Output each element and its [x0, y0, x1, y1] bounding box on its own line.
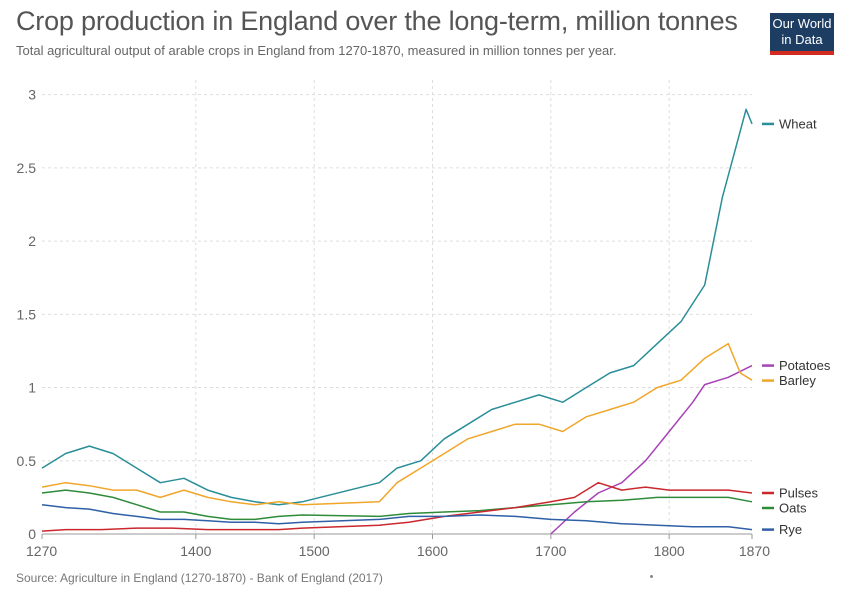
owid-logo[interactable]: Our World in Data — [770, 13, 834, 55]
series-line-oats[interactable] — [41, 489, 753, 521]
y-tick-label: 0 — [28, 526, 36, 542]
legend-item-pulses[interactable]: Pulses — [762, 485, 819, 500]
legend-item-oats[interactable]: Oats — [762, 500, 807, 515]
x-tick-label: 1700 — [535, 543, 566, 559]
axes: 0 0.5 1 1.5 2 2.5 3 1270 1400 1500 1600 1700 1800 187… — [17, 87, 771, 559]
x-tick-label: 1870 — [739, 543, 770, 559]
legend-label: Potatoes — [779, 358, 831, 373]
series-line-rye[interactable] — [41, 503, 753, 531]
y-tick-label: 1.5 — [17, 306, 37, 322]
legend-item-rye[interactable]: Rye — [762, 522, 802, 537]
x-tick-label: 1500 — [299, 543, 330, 559]
separator-dot — [650, 575, 653, 578]
y-tick-label: 1 — [28, 380, 36, 396]
x-tick-label: 1270 — [26, 543, 57, 559]
x-tick-label: 1400 — [180, 543, 211, 559]
chart-title: Crop production in England over the long… — [16, 6, 738, 36]
legend-item-wheat[interactable]: Wheat — [762, 116, 817, 131]
chart-subtitle: Total agricultural output of arable crop… — [16, 43, 617, 58]
y-tick-label: 0.5 — [17, 453, 37, 469]
y-tick-label: 2.5 — [17, 160, 37, 176]
logo-line-1: Our World — [772, 16, 832, 31]
legend-label: Barley — [779, 373, 816, 388]
y-tick-label: 2 — [28, 233, 36, 249]
grid — [42, 80, 752, 534]
legend-label: Oats — [779, 500, 807, 515]
logo-line-2: in Data — [781, 32, 823, 47]
legend-label: Pulses — [779, 485, 819, 500]
x-tick-label: 1600 — [417, 543, 448, 559]
series-line-pulses[interactable] — [41, 481, 753, 532]
source-note: Source: Agriculture in England (1270-187… — [16, 571, 383, 585]
legend-label: Rye — [779, 522, 802, 537]
series-line-barley[interactable] — [41, 342, 753, 506]
legend-item-barley[interactable]: Barley — [762, 373, 816, 388]
series-lines — [41, 108, 753, 535]
legend-item-potatoes[interactable]: Potatoes — [762, 358, 831, 373]
series-line-wheat[interactable] — [41, 108, 753, 506]
x-tick-label: 1800 — [654, 543, 685, 559]
y-tick-label: 3 — [28, 87, 36, 103]
legend-label: Wheat — [779, 116, 817, 131]
